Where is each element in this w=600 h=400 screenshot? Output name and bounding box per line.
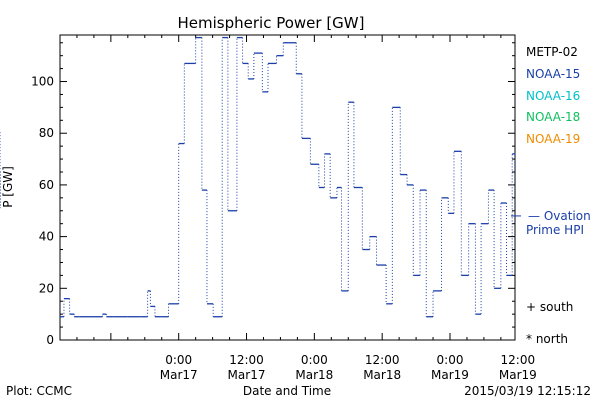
- x-tick-date-label: Mar19: [431, 368, 469, 382]
- x-tick-date-label: Mar18: [363, 368, 401, 382]
- chart-title: Hemispheric Power [GW]: [178, 14, 365, 32]
- x-tick-date-label: Mar17: [160, 368, 198, 382]
- x-tick-time-label: 0:00: [165, 353, 192, 367]
- x-tick-date-label: Mar18: [295, 368, 333, 382]
- ovation-label-line2: Prime HPI: [526, 223, 584, 237]
- footer-timestamp: 2015/03/19 12:15:12: [464, 384, 591, 398]
- x-tick-date-label: Mar17: [228, 368, 266, 382]
- x-tick-date-label: Mar19: [499, 368, 537, 382]
- y-tick-label: 80: [39, 126, 54, 140]
- y-tick-label: 40: [39, 230, 54, 244]
- series-layer: [0, 36, 516, 318]
- legend-item-noaa-16: NOAA-16: [526, 89, 580, 103]
- y-tick-label: 60: [39, 178, 54, 192]
- x-tick-time-label: 0:00: [437, 353, 464, 367]
- y-tick-label: 100: [31, 75, 54, 89]
- y-tick-label: 20: [39, 281, 54, 295]
- ovation-label-line1: — Ovation: [528, 209, 591, 223]
- footer-plot-credit: Plot: CCMC: [6, 384, 72, 398]
- y-axis: 0 20 40 60 80 100: [31, 42, 515, 347]
- x-tick-time-label: 0:00: [301, 353, 328, 367]
- legend: METP-02 NOAA-15 NOAA-16 NOAA-18 NOAA-19: [526, 45, 580, 146]
- y-axis-label: P [GW]: [1, 166, 15, 208]
- marker-south-label: + south: [526, 300, 573, 314]
- legend-item-noaa-18: NOAA-18: [526, 110, 580, 124]
- plot-frame: [59, 34, 516, 341]
- x-axis: 0:00Mar1712:00Mar170:00Mar1812:00Mar180:…: [59, 35, 537, 382]
- legend-item-noaa-15: NOAA-15: [526, 67, 580, 81]
- x-tick-time-label: 12:00: [365, 353, 400, 367]
- x-tick-time-label: 12:00: [501, 353, 536, 367]
- footer-x-axis-label: Date and Time: [243, 384, 331, 398]
- marker-north-label: * north: [526, 332, 568, 346]
- y-tick-label: 0: [46, 333, 54, 347]
- legend-item-noaa-19: NOAA-19: [526, 132, 580, 146]
- x-tick-time-label: 12:00: [229, 353, 264, 367]
- legend-item-metp-02: METP-02: [526, 45, 578, 59]
